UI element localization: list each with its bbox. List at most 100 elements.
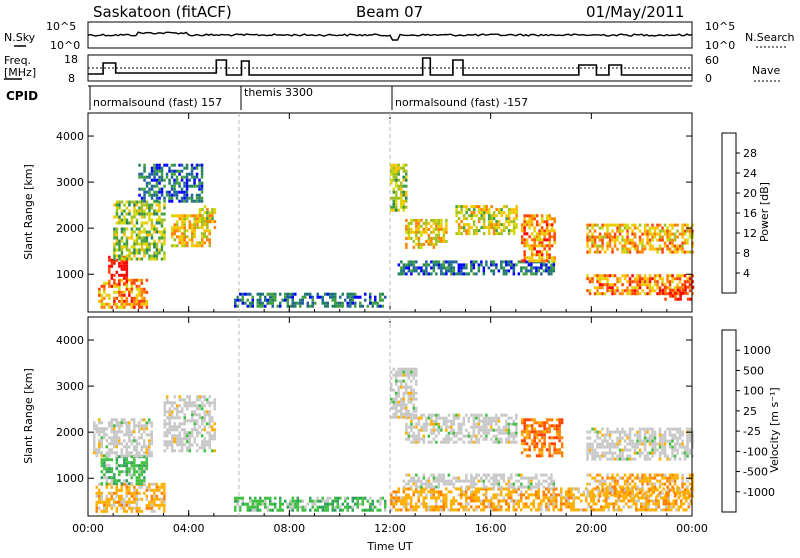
data-cell [138,176,141,179]
data-cell [184,428,187,431]
data-cell [473,423,476,426]
data-cell [458,477,461,480]
data-cell [148,501,151,504]
data-cell [526,232,529,235]
data-cell [131,252,134,255]
data-cell [662,289,665,292]
data-cell [445,480,448,483]
data-cell [599,483,602,486]
data-cell [189,223,192,226]
data-cell [169,425,172,428]
data-cell [438,219,441,222]
data-cell [183,200,186,203]
data-cell [671,242,674,245]
data-cell [450,508,453,511]
data-cell [440,499,443,502]
data-cell [108,476,111,479]
data-cell [116,507,119,510]
y-tick-label: 1000 [56,268,84,281]
data-cell [513,483,516,486]
data-cell [118,442,121,445]
data-cell [101,451,104,454]
data-cell [495,263,498,266]
data-cell [209,217,212,220]
data-cell [425,486,428,489]
data-cell [204,446,207,449]
data-cell [620,499,623,502]
data-cell [611,286,614,289]
data-cell [206,238,209,241]
data-cell [478,266,481,269]
data-cell [131,433,134,436]
data-cell [465,232,468,235]
data-cell [393,203,396,206]
data-cell [395,496,398,499]
data-cell [531,427,534,430]
data-cell [611,289,614,292]
data-cell [523,253,526,256]
data-cell [604,277,607,280]
data-cell [463,490,466,493]
data-cell [445,219,448,222]
data-cell [480,435,483,438]
data-cell [510,490,513,493]
data-cell [634,227,637,230]
data-cell [141,306,144,309]
data-cell [508,223,511,226]
data-cell [398,410,401,413]
data-cell [460,423,463,426]
data-cell [194,425,197,428]
data-cell [631,446,634,449]
data-cell [118,283,121,286]
data-cell [669,474,672,477]
data-cell [403,179,406,182]
data-cell [624,483,627,486]
data-cell [473,229,476,232]
data-cell [686,280,689,283]
data-cell [433,423,436,426]
data-cell [405,426,408,429]
data-cell [161,498,164,501]
data-cell [267,302,270,305]
data-cell [611,492,614,495]
data-cell [184,220,187,223]
data-cell [536,235,539,238]
data-cell [490,423,493,426]
data-cell [156,228,159,231]
data-cell [458,223,461,226]
data-cell [558,418,561,421]
data-cell [495,477,498,480]
data-cell [679,437,682,440]
data-cell [158,191,161,194]
data-cell [505,432,508,435]
data-cell [548,448,551,451]
data-cell [508,426,511,429]
data-cell [646,242,649,245]
data-cell [445,493,448,496]
data-cell [594,224,597,227]
data-cell [438,260,441,263]
data-cell [528,480,531,483]
data-cell [606,477,609,480]
data-cell [264,299,267,302]
data-cell [121,489,124,492]
data-cell [393,167,396,170]
data-cell [158,219,161,222]
data-cell [121,504,124,507]
data-cell [420,490,423,493]
data-cell [327,503,330,506]
data-cell [463,226,466,229]
data-cell [528,214,531,217]
data-cell [531,250,534,253]
data-cell [503,414,506,417]
data-cell [354,302,357,305]
data-cell [141,213,144,216]
data-cell [681,236,684,239]
data-cell [495,220,498,223]
data-cell [656,233,659,236]
data-cell [106,458,109,461]
data-cell [211,416,214,419]
data-cell [528,220,531,223]
data-cell [614,283,617,286]
data-cell [435,505,438,508]
